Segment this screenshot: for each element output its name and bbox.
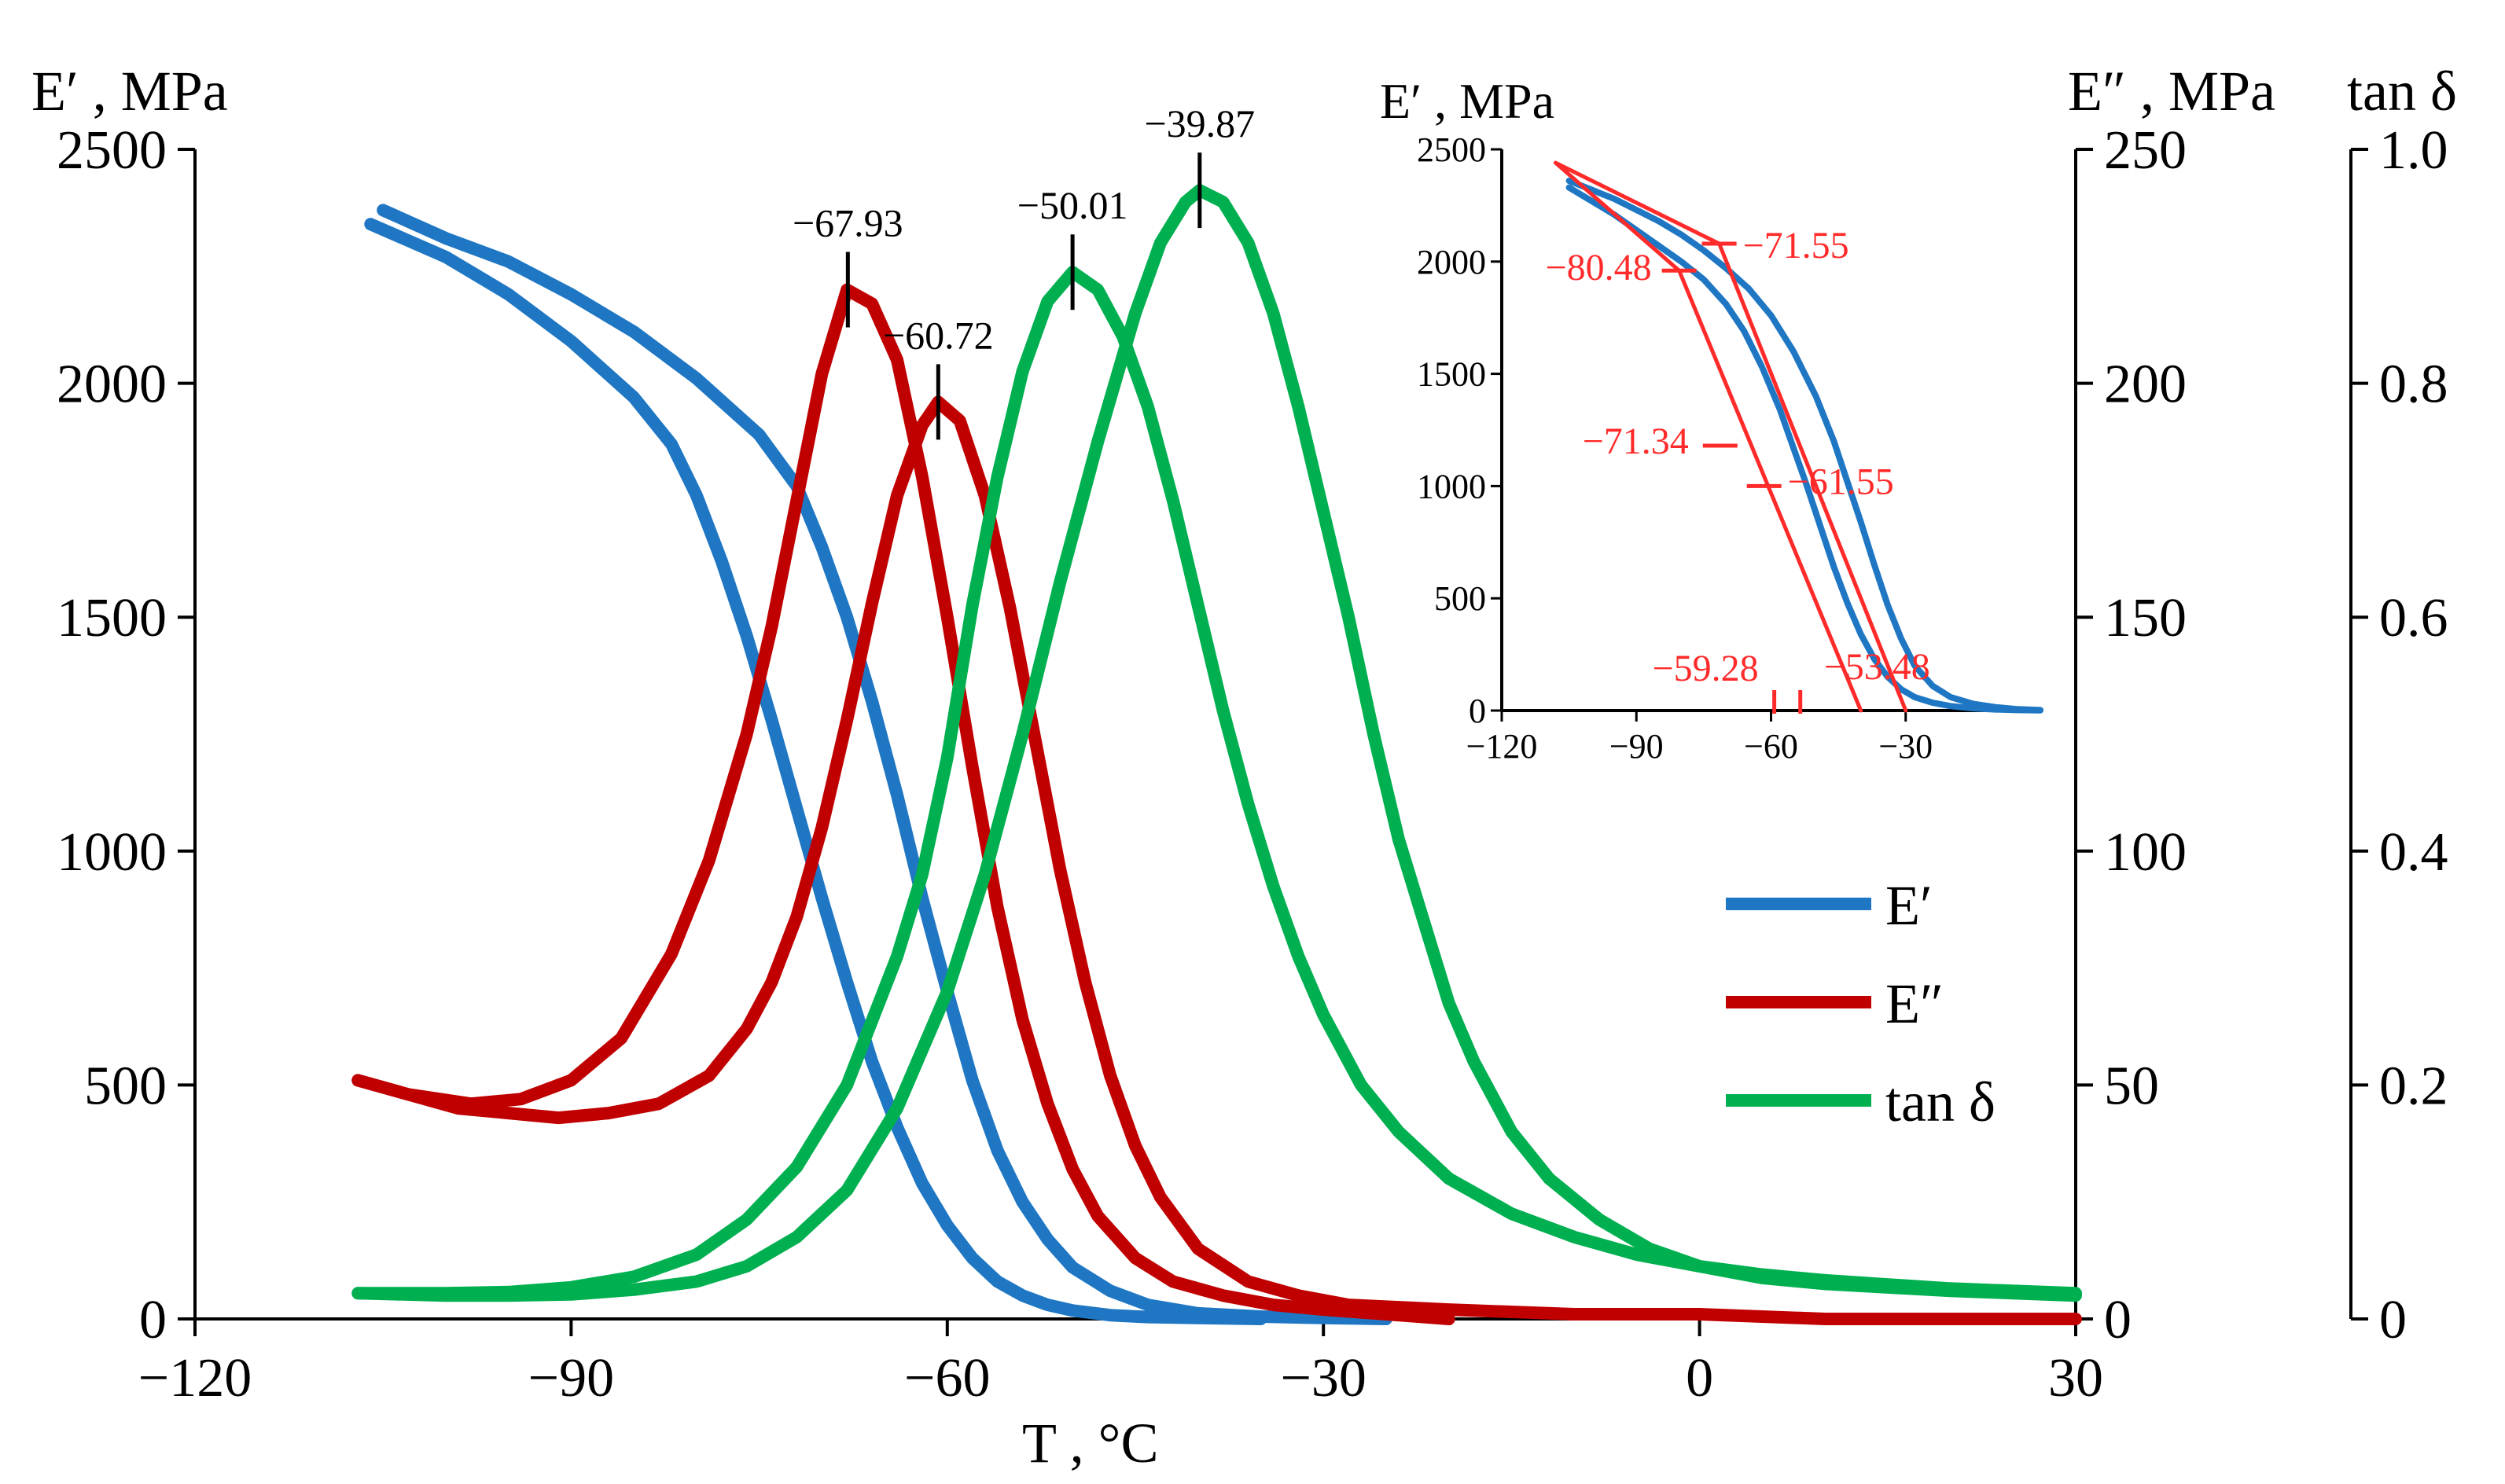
left-y-tick-label-5: 2500 bbox=[57, 120, 167, 181]
inset-series-e-upper-branch bbox=[1565, 178, 2043, 714]
inset-x-tick-label-2: −60 bbox=[1744, 727, 1798, 766]
left-y-axis-title: E′ , MPa bbox=[31, 60, 228, 123]
inset-annotation-label-2: −71.34 bbox=[1583, 421, 1689, 462]
right1-y-tick-label-4: 200 bbox=[2104, 354, 2187, 415]
right1-y-tick-label-5: 250 bbox=[2104, 120, 2187, 181]
right-y-axis-title-tan-delta: tan δ bbox=[2347, 60, 2457, 123]
right2-y-tick-label-0: 0 bbox=[2379, 1290, 2407, 1350]
inset-series-e-lower-branch bbox=[1565, 184, 2043, 714]
right1-y-tick-label-1: 50 bbox=[2104, 1056, 2159, 1116]
inset-series-tangent-3 bbox=[1717, 241, 1908, 713]
x-axis-title: T , °C bbox=[1022, 1412, 1159, 1475]
series-tan-left-peak bbox=[351, 266, 2082, 1300]
legend-label-e-loss: E″ bbox=[1885, 972, 1944, 1035]
inset-annotation-label-5: −53.48 bbox=[1824, 646, 1930, 688]
peak-label-3: −39.87 bbox=[1144, 101, 1255, 145]
inset-y-tick-label-4: 2000 bbox=[1417, 243, 1486, 281]
inset-y-axis-title: E′ , MPa bbox=[1380, 73, 1554, 129]
inset-y-tick-label-0: 0 bbox=[1469, 692, 1486, 730]
right1-y-tick-label-3: 150 bbox=[2104, 588, 2187, 648]
x-tick-label-3: −30 bbox=[1280, 1348, 1366, 1409]
left-y-tick-label-4: 2000 bbox=[57, 354, 167, 415]
series-tan-right-peak bbox=[351, 184, 2082, 1302]
x-tick-label-1: −90 bbox=[528, 1348, 614, 1409]
right1-y-tick-label-2: 100 bbox=[2104, 822, 2187, 883]
legend-label-e-storage: E′ bbox=[1885, 874, 1933, 937]
right2-y-tick-label-2: 0.4 bbox=[2379, 822, 2448, 883]
inset-x-tick-label-3: −30 bbox=[1878, 727, 1933, 766]
legend: E′ E″ tan δ bbox=[1726, 874, 1996, 1133]
inset-annotation-label-4: −59.28 bbox=[1653, 648, 1759, 689]
inset-chart: E′ , MPa −120 −90 −60 −30 0 500 1000 1500 2000 25… bbox=[1380, 73, 2043, 766]
right-y-axis-title-loss: E″ , MPa bbox=[2068, 60, 2275, 123]
x-tick-label-0: −120 bbox=[138, 1348, 252, 1409]
inset-annotation-label-1: −80.48 bbox=[1546, 247, 1652, 288]
inset-x-tick-label-1: −90 bbox=[1609, 727, 1664, 766]
right2-y-tick-label-3: 0.6 bbox=[2379, 588, 2448, 648]
series-e-lower-branch bbox=[364, 218, 1267, 1325]
series-e-upper-branch bbox=[377, 204, 1392, 1325]
inset-series-tangent-4 bbox=[1677, 268, 1863, 713]
x-tick-label-2: −60 bbox=[904, 1348, 990, 1409]
left-y-tick-label-3: 1500 bbox=[57, 588, 167, 648]
left-y-tick-label-1: 500 bbox=[84, 1056, 167, 1116]
inset-y-tick-label-2: 1000 bbox=[1417, 467, 1486, 505]
x-tick-label-5: 30 bbox=[2048, 1348, 2103, 1409]
inset-series-tangent-2 bbox=[1554, 160, 1682, 273]
right2-y-tick-label-1: 0.2 bbox=[2379, 1056, 2448, 1116]
inset-y-tick-label-1: 500 bbox=[1434, 579, 1486, 618]
right2-y-tick-label-4: 0.8 bbox=[2379, 354, 2448, 415]
right1-y-tick-label-0: 0 bbox=[2104, 1290, 2132, 1350]
inset-x-tick-label-0: −120 bbox=[1466, 727, 1538, 766]
inset-annotation-label-0: −71.55 bbox=[1743, 225, 1849, 266]
left-y-tick-label-0: 0 bbox=[139, 1290, 167, 1350]
right2-y-tick-label-5: 1.0 bbox=[2379, 120, 2448, 181]
x-tick-label-4: 0 bbox=[1686, 1348, 1713, 1409]
peak-label-2: −50.01 bbox=[1017, 183, 1128, 227]
peak-label-1: −60.72 bbox=[883, 313, 994, 357]
series-e-right-peak bbox=[351, 395, 2082, 1325]
left-y-tick-label-2: 1000 bbox=[57, 822, 167, 883]
peak-label-0: −67.93 bbox=[793, 201, 903, 245]
inset-y-tick-label-5: 2500 bbox=[1417, 130, 1486, 169]
series-e-left-peak bbox=[351, 283, 1455, 1325]
legend-label-tan-delta: tan δ bbox=[1885, 1071, 1996, 1133]
inset-y-tick-label-3: 1500 bbox=[1417, 355, 1486, 394]
inset-series-tangent-1 bbox=[1554, 160, 1722, 246]
inset-annotation-label-3: −61.55 bbox=[1788, 461, 1894, 502]
